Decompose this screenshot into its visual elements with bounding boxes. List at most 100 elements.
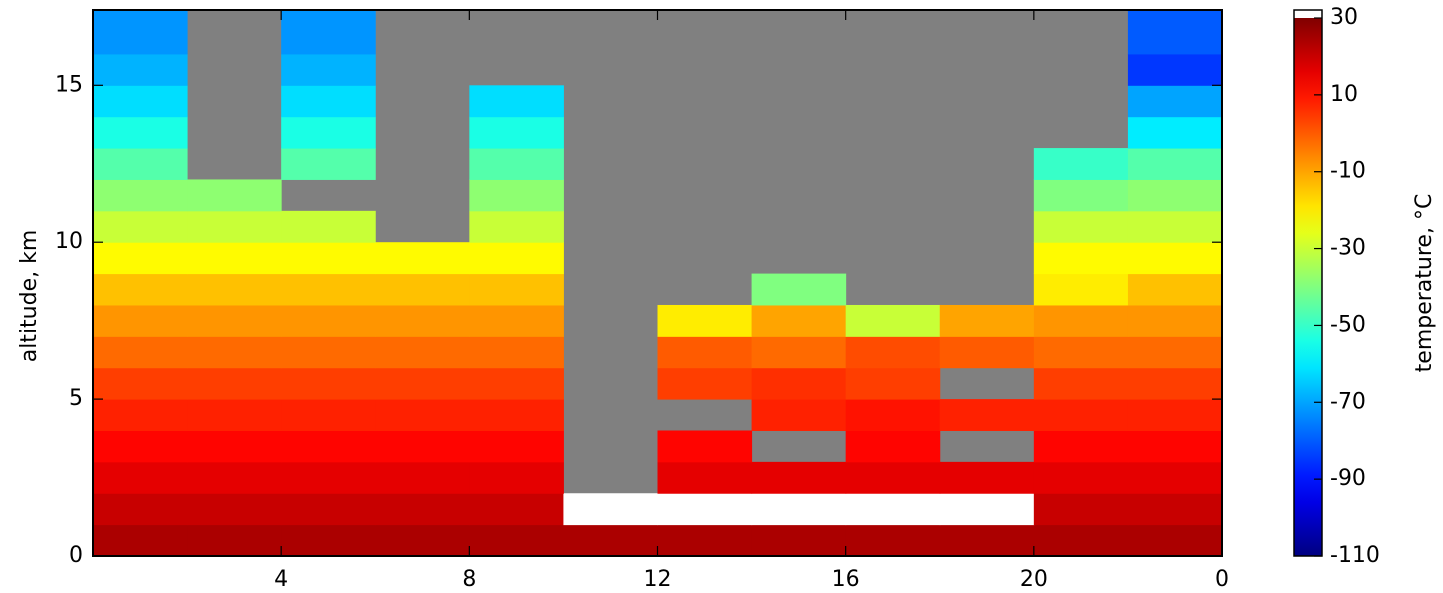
heat-cell <box>93 461 188 494</box>
heat-cell <box>281 242 376 275</box>
heat-cell <box>93 430 188 463</box>
heat-cell <box>281 336 376 369</box>
heat-cell <box>1127 399 1223 431</box>
x-tick-label: 12 <box>644 567 672 592</box>
heat-cell <box>751 304 847 337</box>
heat-cell <box>375 367 470 400</box>
colorbar-tick-label: -110 <box>1330 543 1380 568</box>
heat-cell <box>281 304 376 337</box>
colorbar-tick-label: 30 <box>1330 5 1358 30</box>
heat-cell <box>1127 210 1223 243</box>
colorbar-tick-label: -70 <box>1330 389 1366 414</box>
heat-cell <box>281 148 376 180</box>
heat-cell <box>187 179 282 212</box>
heat-cell <box>93 493 188 526</box>
colorbar-label: temperature, °C <box>1412 194 1437 373</box>
heat-cell <box>1033 493 1129 526</box>
heat-cell <box>1127 461 1223 494</box>
y-tick-label: 5 <box>69 386 83 411</box>
heat-cell <box>187 304 282 337</box>
heat-cell <box>469 179 564 212</box>
heat-cell <box>375 304 470 337</box>
heat-cell <box>281 367 376 400</box>
heat-cell <box>281 524 376 557</box>
heat-cell <box>1127 242 1223 275</box>
heat-cell <box>751 336 847 369</box>
heat-cell <box>1033 210 1129 243</box>
heat-cell <box>1127 85 1223 118</box>
heat-cell <box>939 336 1035 369</box>
heat-cell <box>1127 336 1223 369</box>
x-tick-label: 20 <box>1020 567 1048 592</box>
heat-cell <box>751 367 847 400</box>
heat-cell <box>1127 53 1223 86</box>
heat-cell <box>93 336 188 369</box>
heat-cell <box>1033 367 1129 400</box>
y-tick-label: 10 <box>55 229 83 254</box>
heat-cell <box>93 116 188 149</box>
heat-cell <box>187 242 282 275</box>
heat-cell <box>375 242 470 275</box>
heat-cell <box>657 524 753 557</box>
heat-cell <box>375 524 470 557</box>
heat-cell <box>281 273 376 306</box>
heat-cell <box>1033 399 1129 431</box>
heat-cell <box>281 493 376 526</box>
heat-cell <box>375 336 470 369</box>
y-axis-label: altitude, km <box>17 230 42 363</box>
heat-cell <box>375 273 470 306</box>
heat-cell <box>469 85 564 118</box>
x-tick-label: 8 <box>462 567 476 592</box>
heat-cell <box>93 524 188 557</box>
heat-cell <box>281 53 376 86</box>
heat-cell <box>939 524 1035 557</box>
heat-cell <box>469 524 564 557</box>
x-tick-label: 4 <box>274 567 288 592</box>
heat-cell <box>469 116 564 149</box>
heat-cell <box>469 336 564 369</box>
heat-cell <box>469 273 564 306</box>
heat-cell <box>1127 116 1223 149</box>
heat-cell <box>845 524 941 557</box>
heat-cell <box>939 461 1035 494</box>
heat-cell <box>1033 148 1129 180</box>
heat-cell <box>939 399 1035 431</box>
heat-cell <box>469 399 564 431</box>
heat-cell <box>751 399 847 431</box>
heat-cell <box>187 461 282 494</box>
heat-cell <box>1127 304 1223 337</box>
heat-cell <box>469 210 564 243</box>
heat-cell <box>93 304 188 337</box>
y-tick-label: 15 <box>55 72 83 97</box>
heat-cell <box>93 179 188 212</box>
heat-cell <box>93 148 188 180</box>
heat-cell <box>187 273 282 306</box>
heat-cell <box>281 85 376 118</box>
heat-cell <box>281 116 376 149</box>
colorbar-tick-label: 10 <box>1330 82 1358 107</box>
heat-cell <box>187 336 282 369</box>
heat-cell <box>375 399 470 431</box>
heat-cell <box>375 493 470 526</box>
heat-cell <box>187 210 282 243</box>
heat-cell <box>281 430 376 463</box>
heat-cell <box>657 367 753 400</box>
heat-cell <box>187 524 282 557</box>
heat-cell <box>281 210 376 243</box>
heat-cell <box>469 242 564 275</box>
heat-cell <box>1127 273 1223 306</box>
heat-cell <box>1127 430 1223 463</box>
colorbar-over <box>1294 10 1322 18</box>
heat-cell <box>1127 524 1223 557</box>
heat-cell <box>657 336 753 369</box>
heat-cell <box>1033 179 1129 212</box>
heat-cell <box>375 430 470 463</box>
heat-cell <box>93 399 188 431</box>
heat-cell <box>1033 461 1129 494</box>
heat-cell <box>93 85 188 118</box>
heat-cell <box>375 461 470 494</box>
heat-cell <box>845 461 941 494</box>
heat-cell <box>1033 242 1129 275</box>
colorbar-tick-label: -90 <box>1330 466 1366 491</box>
